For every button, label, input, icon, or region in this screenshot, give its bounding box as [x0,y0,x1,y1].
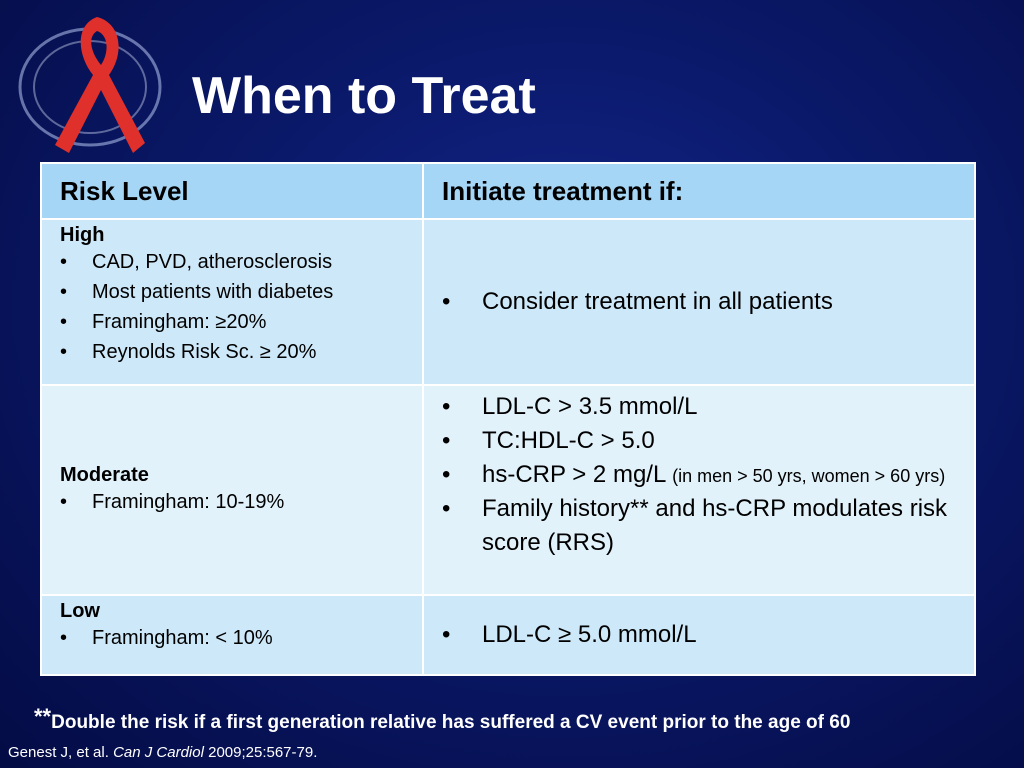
table-row: ModerateFramingham: 10-19%LDL-C > 3.5 mm… [40,384,976,596]
treatment-list: Consider treatment in all patients [442,285,956,319]
risk-level: High [60,224,105,246]
criterion: Framingham: ≥20% [60,307,404,337]
criteria-list: Framingham: 10-19% [60,487,404,517]
criterion: Most patients with diabetes [60,277,404,307]
treatment-item: hs-CRP > 2 mg/L (in men > 50 yrs, women … [442,458,956,492]
risk-cell: ModerateFramingham: 10-19% [40,384,424,596]
criteria-list: Framingham: < 10% [60,623,404,653]
criteria-list: CAD, PVD, atherosclerosisMost patients w… [60,247,404,367]
header-cell: Initiate treatment if: [422,162,976,220]
treatment-text: LDL-C ≥ 5.0 mmol/L [482,620,697,648]
treatment-cell: Consider treatment in all patients [422,218,976,386]
citation-authors: Genest J, et al. [8,744,109,761]
treatment-table: Risk Level Initiate treatment if: HighCA… [40,162,976,676]
risk-cell: LowFramingham: < 10% [40,594,424,676]
treatment-cell: LDL-C > 3.5 mmol/L TC:HDL-C > 5.0 hs-CRP >… [422,384,976,596]
treatment-text: LDL-C > 3.5 mmol/L [482,393,698,420]
footnote-marker: ** [34,704,52,729]
treatment-item: Family history** and hs-CRP modulates ri… [442,492,956,560]
slide-title: When to Treat [192,67,536,125]
criterion: Reynolds Risk Sc. ≥ 20% [60,337,404,367]
header-cell: Risk Level [40,162,424,220]
criterion: Framingham: < 10% [60,623,404,653]
table-row: LowFramingham: < 10% LDL-C ≥ 5.0 mmol/L [40,594,976,676]
citation-details: 2009;25:567-79. [208,744,318,761]
ribbon-logo [18,17,162,153]
treatment-item: Consider treatment in all patients [442,285,956,319]
treatment-list: LDL-C ≥ 5.0 mmol/L [442,618,956,652]
risk-level: Low [60,600,100,622]
treatment-text: hs-CRP > 2 mg/L [482,461,666,489]
footnote-text: Double the risk if a first generation re… [51,712,851,733]
risk-cell: HighCAD, PVD, atherosclerosisMost patien… [40,218,424,386]
treatment-cell: LDL-C ≥ 5.0 mmol/L [422,594,976,676]
treatment-item: LDL-C > 3.5 mmol/L [442,390,956,424]
treatment-text: Family history** and hs-CRP modulates ri… [482,495,948,557]
treatment-list: LDL-C > 3.5 mmol/L TC:HDL-C > 5.0 hs-CRP >… [442,390,956,560]
treatment-text: Consider treatment in all patients [482,287,833,315]
table-row: HighCAD, PVD, atherosclerosisMost patien… [40,218,976,386]
criterion: CAD, PVD, atherosclerosis [60,247,404,277]
criterion: Framingham: 10-19% [60,487,404,517]
citation-journal: Can J Cardiol [113,744,204,761]
citation: Genest J, et al. Can J Cardiol 2009;25:5… [8,744,317,761]
treatment-text: TC:HDL-C > 5.0 [482,427,655,455]
treatment-item: LDL-C ≥ 5.0 mmol/L [442,618,956,652]
footnote: **Double the risk if a first generation … [34,704,850,734]
treatment-item: TC:HDL-C > 5.0 [442,424,956,458]
risk-level: Moderate [60,463,149,486]
treatment-note: (in men > 50 yrs, women > 60 yrs) [672,466,946,487]
